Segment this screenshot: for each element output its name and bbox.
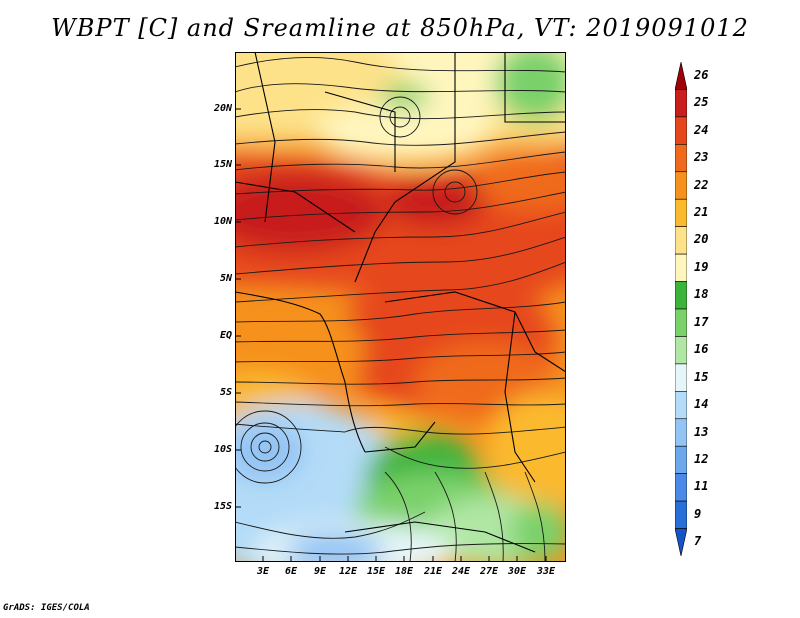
lon-label: 12E [338,566,358,577]
lat-label: 10S [213,444,232,455]
map-canvas [235,52,566,562]
colorbar-cell [675,89,687,118]
colorbar-label: 7 [694,534,702,549]
lat-label: 10N [213,216,232,227]
map-frame [235,52,566,562]
lon-label: 33E [536,566,556,577]
colorbar-cell [675,144,687,173]
lon-label: 3E [256,566,270,577]
lon-label: 30E [507,566,527,577]
colorbar-label: 22 [694,177,709,192]
colorbar-cell [675,116,687,145]
colorbar-label: 12 [694,451,709,466]
colorbar-cell [675,528,687,556]
credit-text: GrADS: IGES/COLA [3,603,90,613]
colorbar-label: 20 [694,232,709,247]
lon-label: 15E [366,566,386,577]
lon-label: 18E [394,566,414,577]
wbpt-field [235,52,566,562]
colorbar-cell [675,418,687,447]
colorbar-cell [675,473,687,502]
colorbar-label: 19 [694,259,709,274]
colorbar-cell [675,445,687,474]
colorbar-label: 24 [694,122,709,137]
lon-label: 9E [313,566,327,577]
boundaries [235,52,566,553]
colorbar-cell [675,336,687,365]
colorbar-label: 11 [694,479,709,494]
lon-label: 21E [423,566,443,577]
lat-label: 5N [219,273,232,284]
colorbar-cell [675,226,687,255]
colorbar-label: 17 [694,314,709,329]
colorbar-cell [675,391,687,420]
lon-label: 6E [284,566,298,577]
lat-label: 20N [213,103,232,114]
colorbar-label: 16 [694,342,709,357]
colorbar-cell [675,171,687,200]
colorbar-cell [675,281,687,310]
lat-label: 15N [213,159,232,170]
map-title: WBPT [C] and Sreamline at 850hPa, VT: 20… [51,14,749,42]
lat-label: EQ [219,330,232,341]
colorbar-cell [675,500,687,529]
lon-label: 24E [451,566,471,577]
colorbar-label: 14 [694,397,709,412]
lat-label: 15S [213,501,232,512]
colorbar-label: 9 [694,506,702,521]
colorbar-cell [675,363,687,392]
colorbar-label: 18 [694,287,709,302]
colorbar-label: 25 [694,95,709,110]
wbpt-map [235,52,566,562]
colorbar-cell [675,198,687,227]
colorbar [675,62,687,556]
lon-label: 27E [479,566,499,577]
colorbar-label: 26 [694,67,709,82]
colorbar-cell [675,308,687,337]
colorbar-label: 23 [694,150,709,165]
colorbar-label: 15 [694,369,709,384]
colorbar-cell [675,253,687,282]
streamlines [235,56,566,562]
colorbar-label: 13 [694,424,709,439]
lat-label: 5S [219,387,232,398]
colorbar-cell [675,62,687,90]
colorbar-label: 21 [694,204,709,219]
